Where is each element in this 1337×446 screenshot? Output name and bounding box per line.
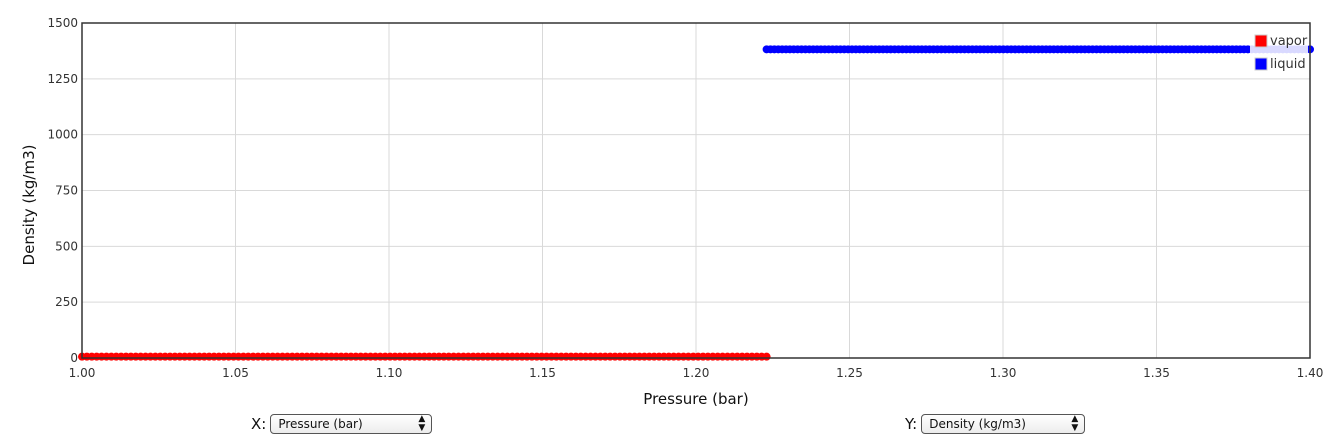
x-axis-title: Pressure (bar) <box>643 390 748 408</box>
x-select-value: Pressure (bar) <box>278 417 363 431</box>
x-tick-label: 1.15 <box>529 366 556 380</box>
y-tick-label: 500 <box>55 239 78 253</box>
x-tick-label: 1.30 <box>990 366 1017 380</box>
select-arrows-icon: ▲ ▼ <box>1071 414 1079 433</box>
x-tick-label: 1.25 <box>836 366 863 380</box>
y-axis-ticks: 0 250 500 750 1000 1250 1500 <box>47 16 78 365</box>
legend-label: vapor <box>1270 34 1308 49</box>
x-axis-control: X: Pressure (bar) ▲ ▼ <box>251 414 433 434</box>
x-tick-label: 1.10 <box>376 366 403 380</box>
y-tick-label: 250 <box>55 295 78 309</box>
y-tick-label: 1000 <box>47 128 78 142</box>
data-point <box>762 352 771 361</box>
y-select-label: Y: <box>905 415 918 433</box>
legend-label: liquid <box>1270 57 1306 72</box>
legend-swatch <box>1254 57 1268 71</box>
chart: 1.00 1.05 1.10 1.15 1.20 1.25 1.30 1.35 1.40 0 25… <box>20 16 1324 408</box>
x-tick-label: 1.00 <box>69 366 96 380</box>
x-tick-label: 1.05 <box>222 366 249 380</box>
x-select-label: X: <box>251 415 267 433</box>
y-axis-control: Y: Density (kg/m3) ▲ ▼ <box>905 414 1086 434</box>
y-axis-title: Density (kg/m3) <box>20 145 38 266</box>
y-tick-label: 1250 <box>47 72 78 86</box>
x-tick-label: 1.20 <box>683 366 710 380</box>
y-select-value: Density (kg/m3) <box>929 417 1026 431</box>
y-tick-label: 750 <box>55 184 78 198</box>
legend-swatch <box>1254 34 1268 48</box>
x-tick-label: 1.40 <box>1297 366 1324 380</box>
series-vapor <box>78 352 771 361</box>
x-axis-select[interactable]: Pressure (bar) ▲ ▼ <box>270 414 433 434</box>
y-axis-select[interactable]: Density (kg/m3) ▲ ▼ <box>921 414 1086 434</box>
x-tick-label: 1.35 <box>1143 366 1170 380</box>
legend: vapor liquid <box>1250 29 1308 75</box>
y-tick-label: 1500 <box>47 16 78 30</box>
x-axis-ticks: 1.00 1.05 1.10 1.15 1.20 1.25 1.30 1.35 1.40 <box>69 366 1324 380</box>
plot-frame <box>81 22 1311 359</box>
series-layer <box>78 45 1314 361</box>
select-arrows-icon: ▲ ▼ <box>418 414 426 433</box>
series-liquid <box>762 45 1314 54</box>
y-tick-label: 0 <box>70 351 78 365</box>
grid <box>81 22 1311 359</box>
